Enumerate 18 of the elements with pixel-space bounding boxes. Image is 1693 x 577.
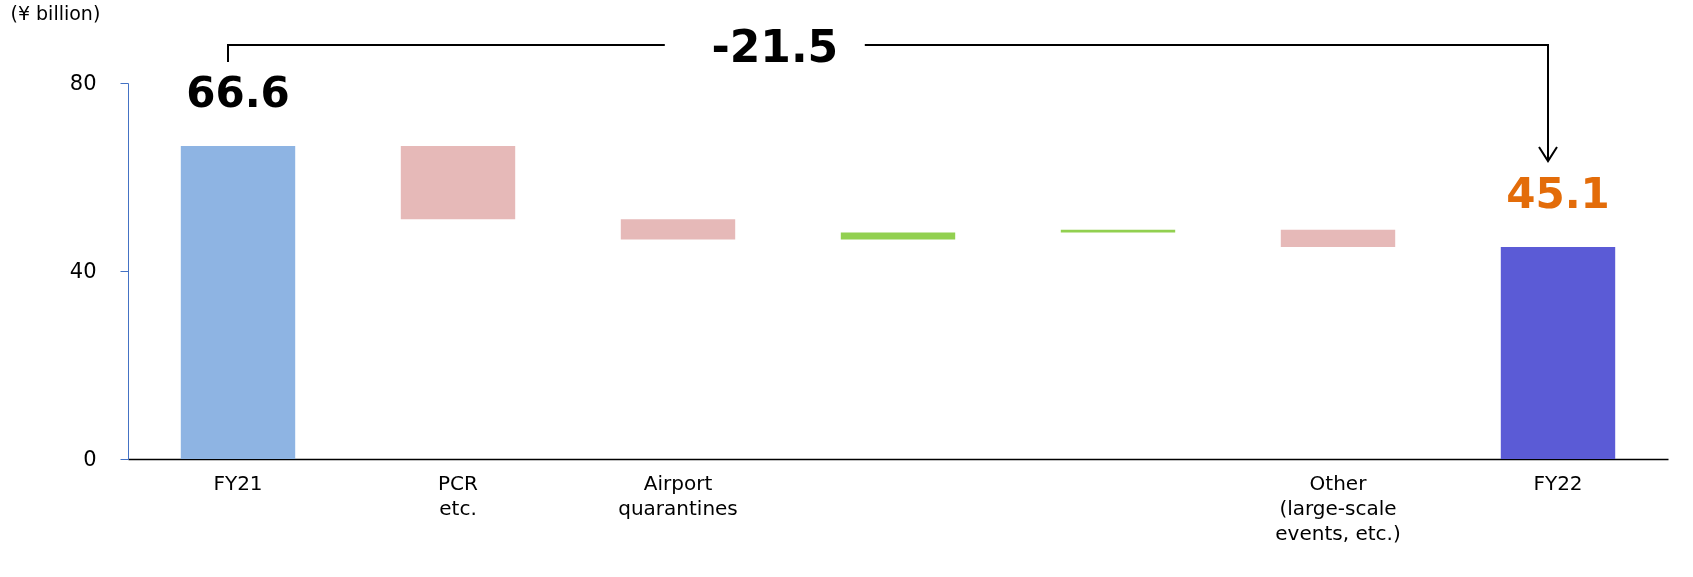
x-tick-label: PCR etc. [438,470,479,520]
bar [620,219,736,240]
x-tick-label: Other (large-scale events, etc.) [1275,470,1401,545]
data-label: 45.1 [1506,169,1610,219]
y-tick-label: 40 [69,258,97,283]
y-axis-title: (¥ billion) [10,1,101,24]
bar [1500,247,1616,459]
y-tick-label: 0 [83,446,97,471]
text: -21.5 [711,21,839,72]
bar [180,145,296,459]
x-tick-label: Airport quarantines [618,470,738,520]
bar [400,145,516,220]
bar [840,232,956,240]
y-tick-label: 80 [69,70,97,95]
x-tick-label: FY21 [213,470,263,495]
bar [1280,229,1396,248]
data-label: 66.6 [186,67,290,117]
x-tick-label: FY22 [1533,470,1583,495]
